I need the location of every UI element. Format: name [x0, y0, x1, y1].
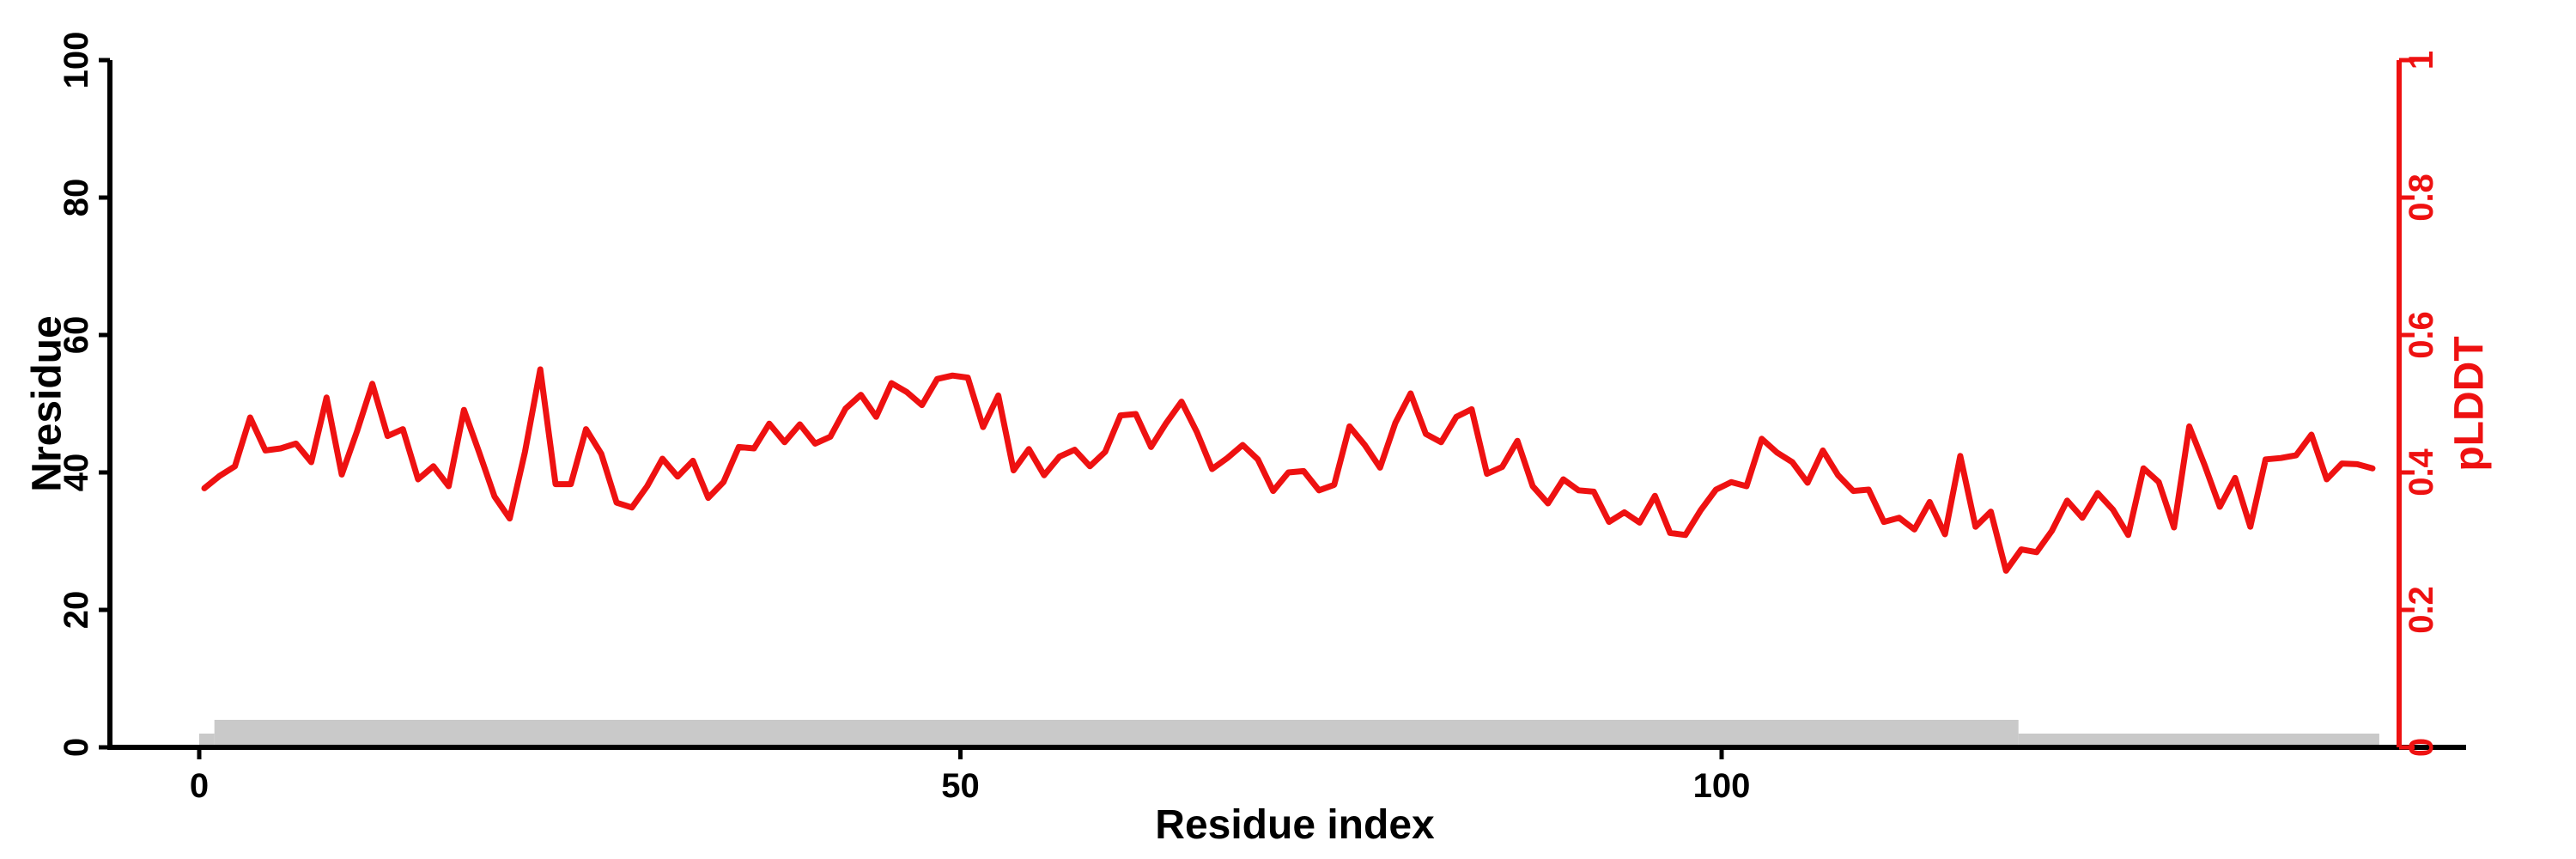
- nresidue-bars-layer: [199, 720, 2379, 747]
- y-left-tick-label: 60: [58, 316, 95, 355]
- x-axis-title: Residue index: [1155, 802, 1435, 848]
- nresidue-bar-segment: [214, 720, 2019, 747]
- y-right-tick-label: 0.8: [2403, 174, 2440, 222]
- nresidue-bar-segment: [199, 734, 215, 747]
- y-right-tick-label: 0.4: [2403, 448, 2440, 496]
- y-left-axis-title: Nresidue: [25, 315, 70, 491]
- plddt-line: [201, 366, 2376, 574]
- axes-layer: 0 20 40 60 80 100 0 50 100 0 0.2 0.4 0.6 0.8 1: [58, 32, 2466, 805]
- x-tick-label: 50: [941, 767, 980, 805]
- nresidue-bar-segment: [2018, 734, 2379, 747]
- y-left-tick-label: 100: [58, 32, 95, 89]
- y-right-tick-label: 0: [2403, 738, 2440, 757]
- y-left-tick-label: 80: [58, 179, 95, 217]
- y-right-tick-label: 1: [2403, 51, 2440, 70]
- y-right-axis-title: pLDDT: [2447, 336, 2493, 471]
- y-left-tick-label: 20: [58, 591, 95, 630]
- plddt-line-layer: [201, 366, 2376, 574]
- y-right-tick-label: 0.6: [2403, 311, 2440, 359]
- y-right-tick-label: 0.2: [2403, 586, 2440, 634]
- x-tick-label: 100: [1693, 767, 1751, 805]
- x-tick-label: 0: [190, 767, 209, 805]
- y-left-tick-label: 0: [58, 738, 95, 757]
- y-left-tick-label: 40: [58, 454, 95, 492]
